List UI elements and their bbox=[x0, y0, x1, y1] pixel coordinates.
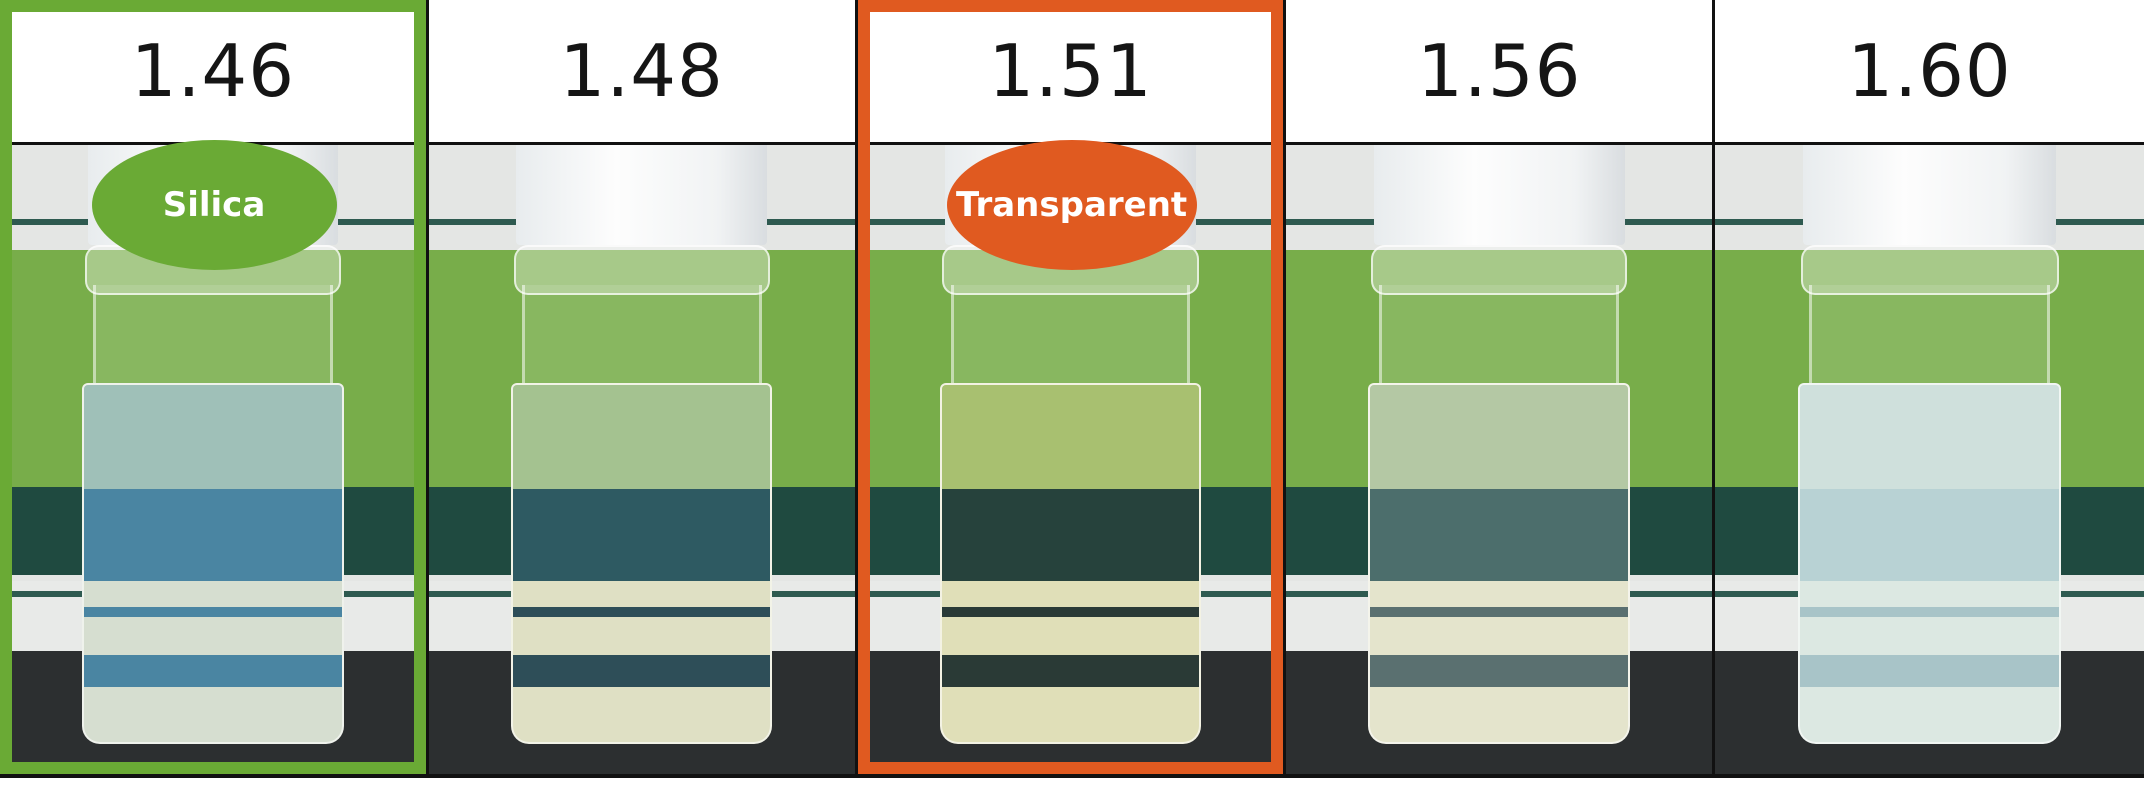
sample-label-badge: Silica bbox=[91, 140, 337, 270]
refractive-index-value: 1.46 bbox=[0, 0, 426, 145]
vial-liquid bbox=[82, 383, 344, 744]
vial-photo bbox=[428, 145, 855, 774]
vial-liquid bbox=[510, 383, 773, 744]
sample-column: 1.48 bbox=[428, 0, 858, 774]
vial bbox=[1363, 145, 1636, 774]
vial-cap bbox=[1803, 145, 2056, 245]
vial bbox=[505, 145, 778, 774]
refractive-index-value: 1.48 bbox=[428, 0, 855, 145]
refractive-index-value: 1.60 bbox=[1715, 0, 2144, 145]
vial-photo bbox=[1715, 145, 2144, 774]
refractive-index-value: 1.56 bbox=[1286, 0, 1713, 145]
sample-column: 1.51 Transparent bbox=[857, 0, 1287, 774]
vial-liquid bbox=[1368, 383, 1631, 744]
sample-column: 1.46 Silica bbox=[0, 0, 429, 774]
sample-label-badge: Transparent bbox=[946, 140, 1197, 270]
vial bbox=[1792, 145, 2066, 774]
vial-liquid bbox=[1797, 383, 2062, 744]
sample-column: 1.60 bbox=[1715, 0, 2144, 774]
vial-cap bbox=[516, 145, 768, 245]
vial-cap bbox=[1373, 145, 1625, 245]
vial-photo bbox=[1286, 145, 1713, 774]
refractive-index-value: 1.51 bbox=[857, 0, 1284, 145]
sample-column: 1.56 bbox=[1286, 0, 1716, 774]
vial-liquid bbox=[939, 383, 1202, 744]
